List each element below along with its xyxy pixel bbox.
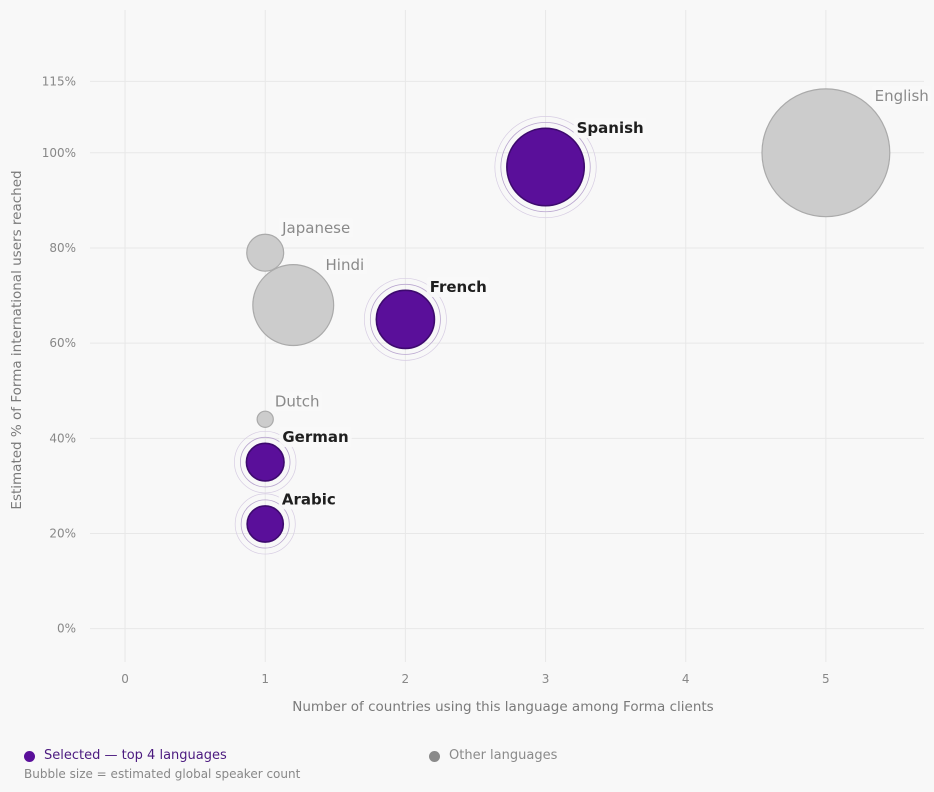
x-tick-label: 5 [822,672,830,686]
english-bubble [761,88,891,218]
hindi-label: Hindi [326,256,365,274]
bubble-chart: English Spanish Hindi French Japanese Dutch Ge… [9,10,932,715]
hindi-label-bg [322,254,368,275]
spanish-bubble [506,127,586,207]
y-tick-label: 20% [49,527,76,541]
german-halo-inner [239,436,291,488]
point-labels: English Spanish Hindi French Japanese Dutch Ge… [271,86,932,510]
spanish-halo-outer [494,116,597,219]
japanese-label-bg [278,217,354,238]
legend: Selected — top 4 languages Other languag… [24,748,914,788]
french-bubble [375,289,436,350]
hindi-bubble [252,264,335,347]
x-tick-label: 3 [542,672,550,686]
french-label-bg [426,277,490,298]
y-tick-label: 115% [42,74,76,88]
y-tick-label: 0% [57,622,76,636]
dutch-label-bg [271,391,323,412]
arabic-label-bg [278,489,339,510]
dutch-label: Dutch [275,393,320,411]
english-label: English [875,87,929,105]
german-label: German [282,428,348,446]
arabic-label: Arabic [282,490,336,508]
french-label: French [430,278,487,296]
german-bubble [245,442,285,482]
arabic-halo-inner [240,499,290,549]
y-axis-title: Estimated % of Forma international users… [9,170,25,509]
japanese-label: Japanese [281,219,350,237]
x-tick-label: 2 [402,672,410,686]
bubbles [234,88,891,555]
x-tick-label: 0 [121,672,129,686]
arabic-halo-outer [234,493,296,555]
y-tick-label: 100% [42,146,76,160]
german-label-bg [279,426,352,447]
french-halo-inner [369,283,441,355]
y-tick-label: 60% [49,336,76,350]
arabic-bubble [246,505,285,543]
legend-other-dot [429,750,440,762]
x-axis-title: Number of countries using this language … [292,699,713,715]
spanish-label: Spanish [577,119,644,137]
legend-selected-dot [24,750,35,762]
english-label-bg [871,86,932,107]
japanese-bubble [246,233,285,272]
legend-item-other: Other languages [429,748,557,764]
y-tick-label: 80% [49,241,76,255]
legend-item-selected: Selected — top 4 languages [24,748,227,764]
legend-selected-label: Selected — top 4 languages [44,748,227,763]
legend-other-label: Other languages [449,748,558,763]
legend-size-note: Bubble size = estimated global speaker c… [24,767,301,781]
dutch-bubble [256,410,274,428]
spanish-halo-inner [500,121,591,213]
spanish-label-bg [573,117,647,138]
y-tick-label: 40% [49,431,76,445]
x-tick-label: 1 [261,672,269,686]
x-tick-label: 4 [682,672,690,686]
german-halo-outer [234,430,297,494]
french-halo-outer [363,277,447,361]
tick-labels: 0 1 2 3 4 5 0% 20% 40% 60% 80% 100% 115% [42,74,830,686]
